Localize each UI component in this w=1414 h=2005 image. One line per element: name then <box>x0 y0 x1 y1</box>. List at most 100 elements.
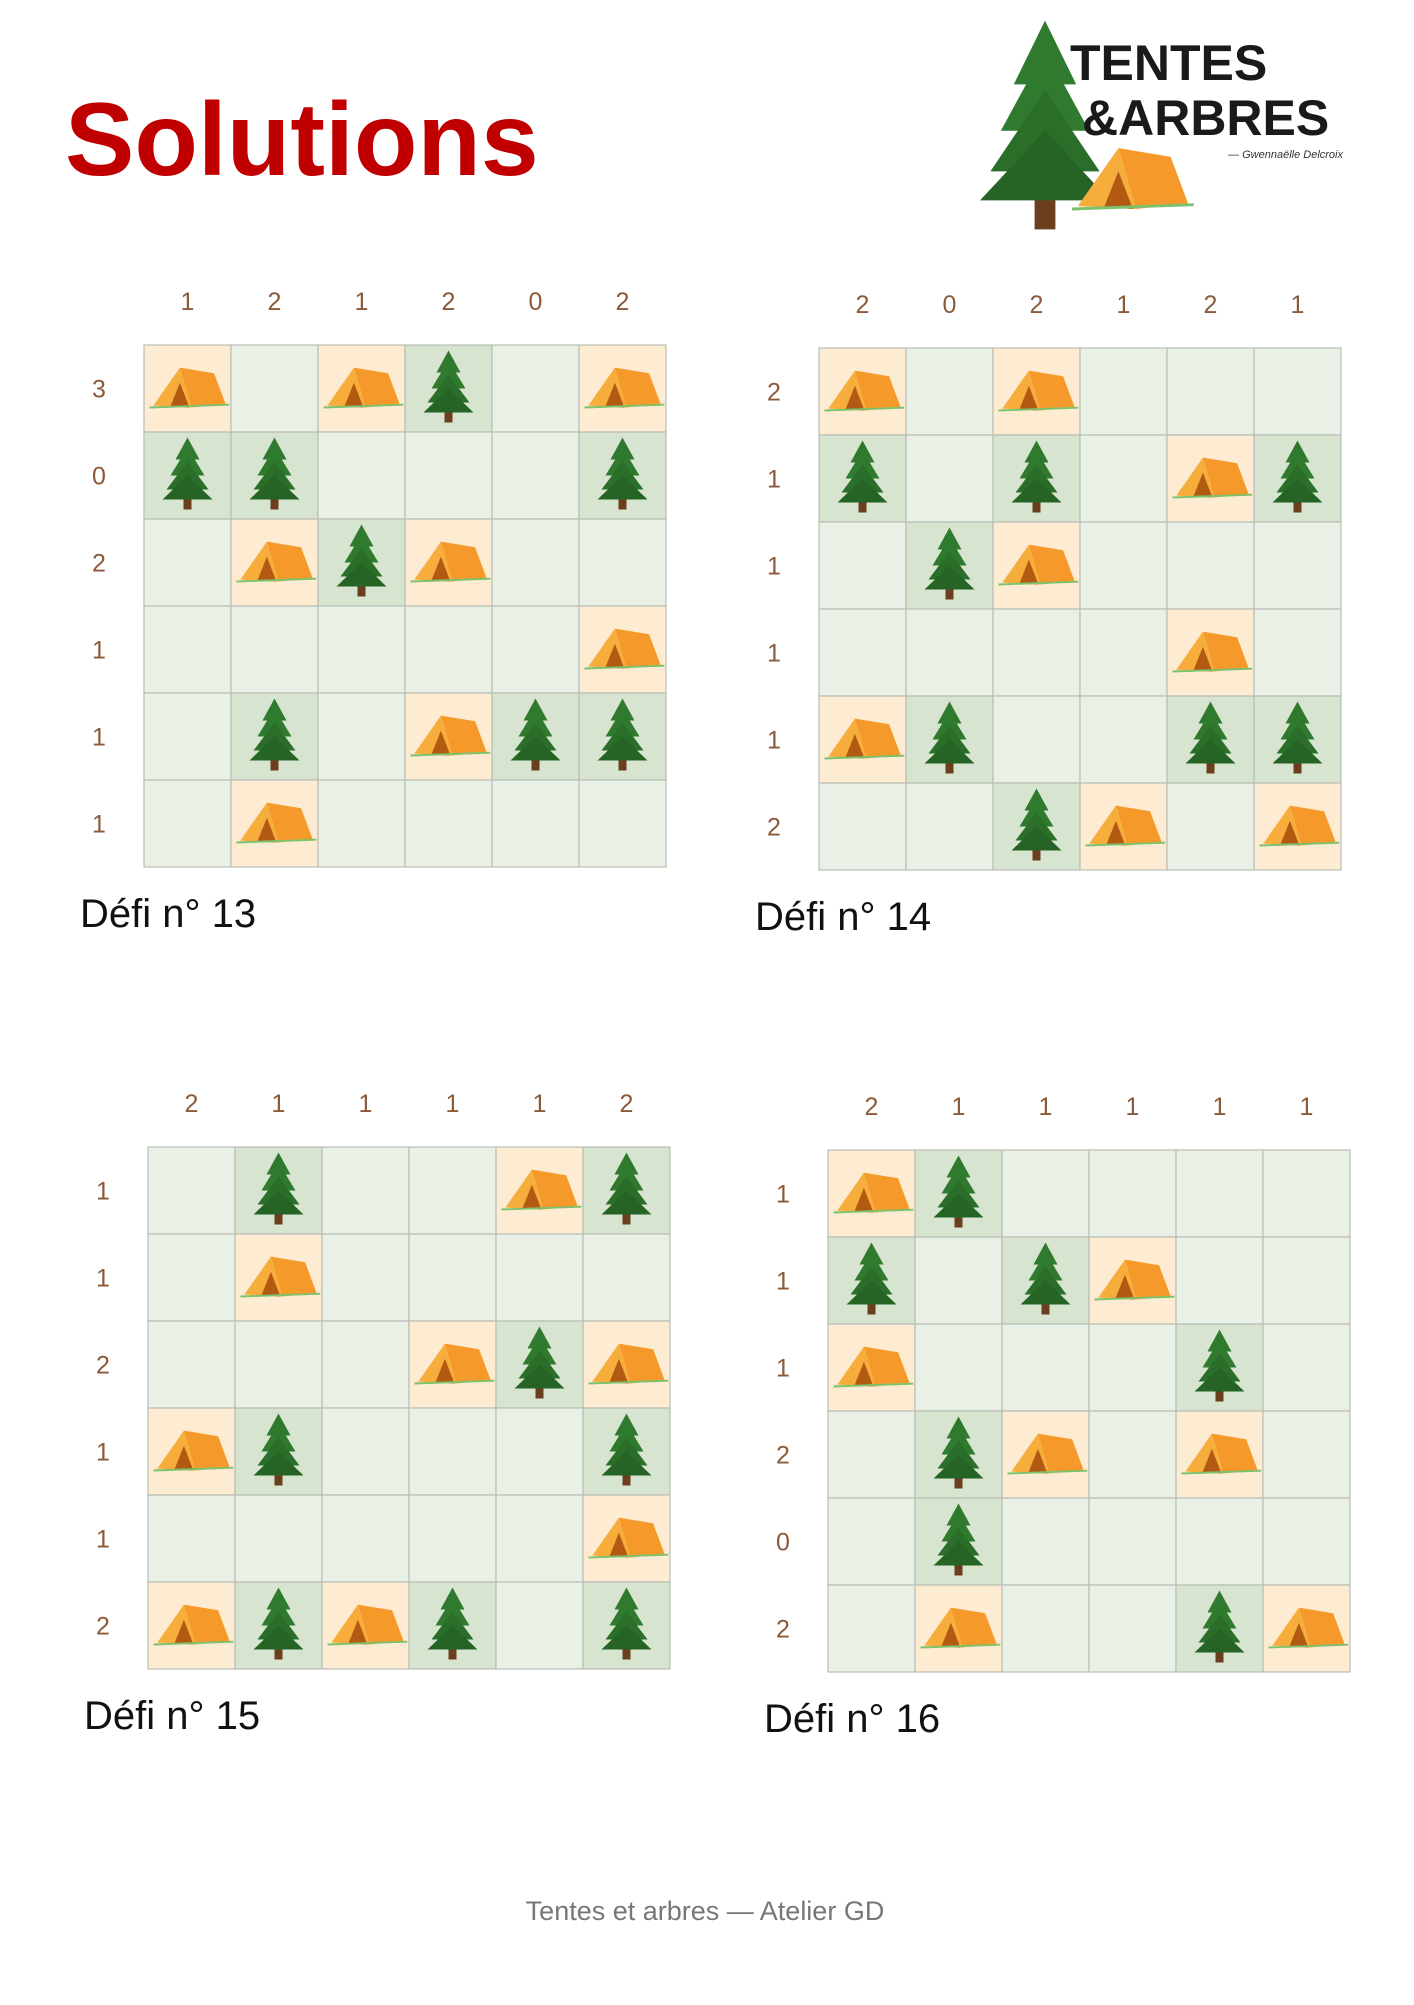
row-clue: 1 <box>92 724 106 752</box>
grid-cell <box>317 692 406 781</box>
row-clue: 1 <box>776 1181 790 1209</box>
grid-cell <box>143 779 232 868</box>
grid-cell <box>1262 1410 1351 1499</box>
puzzle-label: Défi n° 14 <box>755 895 931 939</box>
column-clue: 1 <box>359 1090 373 1118</box>
grid-cell <box>408 1494 497 1583</box>
grid-cell <box>147 1320 236 1409</box>
grid-cell <box>1175 1497 1264 1586</box>
logo-tent <box>1070 146 1196 211</box>
grid-cell <box>143 605 232 694</box>
grid-cell <box>827 1410 916 1499</box>
row-clue: 2 <box>96 1613 110 1641</box>
column-clue: 2 <box>442 288 456 316</box>
grid-cell <box>408 1407 497 1496</box>
grid-cell <box>1262 1236 1351 1325</box>
grid-cell <box>1079 521 1168 610</box>
grid-cell <box>905 782 994 871</box>
footer: Tentes et arbres — Atelier GD <box>526 1896 885 1926</box>
grid-cell <box>404 431 493 520</box>
grid-cell <box>1001 1584 1090 1673</box>
column-clue: 2 <box>268 288 282 316</box>
page-title: Solutions <box>65 82 539 198</box>
row-clue: 1 <box>767 640 781 668</box>
grid-cell <box>495 1233 584 1322</box>
row-clue: 1 <box>96 1526 110 1554</box>
grid-cell <box>1088 1149 1177 1238</box>
grid-cell <box>408 1146 497 1235</box>
column-clue: 2 <box>616 288 630 316</box>
logo-line1: TENTES <box>1070 35 1267 91</box>
row-clue: 1 <box>96 1178 110 1206</box>
column-clue: 2 <box>185 1090 199 1118</box>
row-clue: 3 <box>92 376 106 404</box>
grid-cell <box>147 1233 236 1322</box>
grid-cell <box>495 1407 584 1496</box>
grid-cell <box>578 518 667 607</box>
row-clue: 2 <box>767 379 781 407</box>
grid-cell <box>234 1494 323 1583</box>
grid-cell <box>1262 1497 1351 1586</box>
puzzle: 2 1 1 1 1 2 1 1 2 1 1 2 Défi n° 15 <box>84 1090 671 1738</box>
column-clue: 2 <box>620 1090 634 1118</box>
column-clue: 1 <box>533 1090 547 1118</box>
grid-cell <box>321 1494 410 1583</box>
grid-cell <box>404 779 493 868</box>
grid-cell <box>230 344 319 433</box>
logo: TENTES &ARBRES — Gwennaëlle Delcroix <box>980 20 1343 230</box>
row-clue: 1 <box>767 466 781 494</box>
grid-cell <box>1166 782 1255 871</box>
grid-cell <box>1175 1149 1264 1238</box>
grid-cell <box>495 1581 584 1670</box>
grid-cell <box>1166 521 1255 610</box>
grid-cell <box>1079 347 1168 436</box>
grid-cell <box>992 608 1081 697</box>
grid-cell <box>905 347 994 436</box>
grid-cell <box>1001 1149 1090 1238</box>
grid-cell <box>1079 608 1168 697</box>
grid-cell <box>495 1494 584 1583</box>
puzzle-label: Défi n° 13 <box>80 892 256 936</box>
grid-cell <box>143 518 232 607</box>
row-clue: 2 <box>776 1616 790 1644</box>
grid-cell <box>491 431 580 520</box>
grid-cell <box>914 1323 1003 1412</box>
grid-cell <box>321 1407 410 1496</box>
column-clue: 1 <box>952 1093 966 1121</box>
grid-cell <box>491 344 580 433</box>
row-clue: 0 <box>776 1529 790 1557</box>
grid-cell <box>905 608 994 697</box>
grid-cell <box>404 605 493 694</box>
grid-cell <box>1166 347 1255 436</box>
grid-cell <box>818 782 907 871</box>
column-clue: 1 <box>446 1090 460 1118</box>
row-clue: 1 <box>92 637 106 665</box>
grid-cell <box>491 605 580 694</box>
grid-cell <box>147 1494 236 1583</box>
puzzle-label: Défi n° 16 <box>764 1697 940 1741</box>
grid-cell <box>491 779 580 868</box>
column-clue: 2 <box>865 1093 879 1121</box>
grid-cell <box>1079 434 1168 523</box>
grid-cell <box>1088 1584 1177 1673</box>
grid-cell <box>147 1146 236 1235</box>
grid-cell <box>491 518 580 607</box>
grid-cell <box>317 779 406 868</box>
grid-cell <box>1088 1410 1177 1499</box>
row-clue: 1 <box>767 553 781 581</box>
grid-cell <box>321 1146 410 1235</box>
column-clue: 1 <box>1291 291 1305 319</box>
grid-cell <box>818 608 907 697</box>
grid-cell <box>1175 1236 1264 1325</box>
column-clue: 2 <box>1030 291 1044 319</box>
grid-cell <box>1253 347 1342 436</box>
logo-author: — Gwennaëlle Delcroix <box>1227 149 1343 161</box>
puzzle: 2 1 1 1 1 1 1 1 1 2 0 2 Défi n° 16 <box>764 1093 1351 1741</box>
row-clue: 1 <box>96 1439 110 1467</box>
grid-cell <box>317 431 406 520</box>
column-clue: 1 <box>1126 1093 1140 1121</box>
row-clue: 1 <box>776 1268 790 1296</box>
column-clue: 0 <box>529 288 543 316</box>
